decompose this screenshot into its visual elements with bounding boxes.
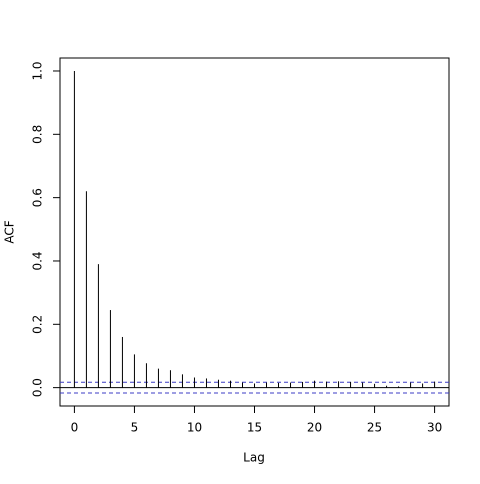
x-tick-label: 0 [71,421,79,435]
x-tick-label: 15 [247,421,262,435]
y-tick-label: 0.2 [31,315,45,334]
x-tick-label: 25 [367,421,382,435]
y-tick-label: 1.0 [31,61,45,80]
x-tick-label: 20 [307,421,322,435]
y-tick-label: 0.6 [31,188,45,207]
y-axis-label: ACF [3,220,17,243]
y-tick-label: 0.0 [31,378,45,397]
x-tick-label: 30 [427,421,442,435]
x-tick-label: 5 [131,421,139,435]
x-axis-label: Lag [243,451,265,465]
x-tick-label: 10 [187,421,202,435]
y-tick-label: 0.4 [31,251,45,270]
y-tick-label: 0.8 [31,125,45,144]
